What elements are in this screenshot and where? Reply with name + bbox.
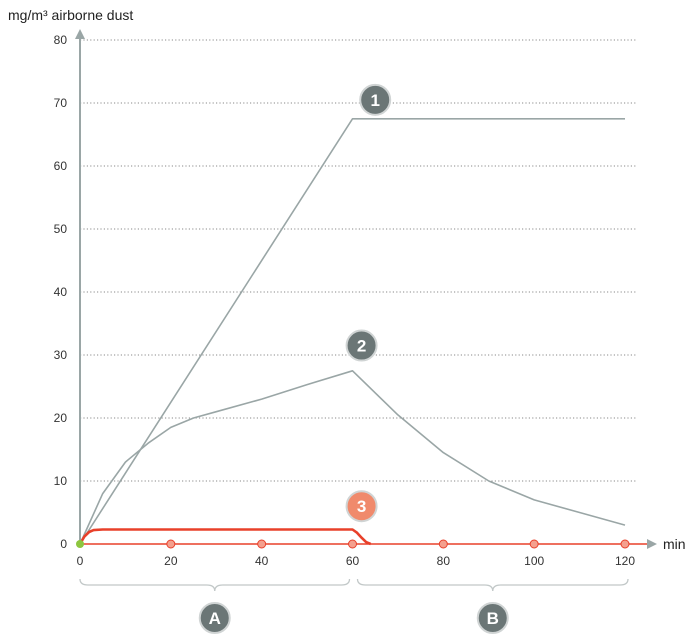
x-tick-label: 100: [524, 554, 544, 568]
y-tick-label: 40: [54, 285, 68, 299]
phase-badge-B: [476, 602, 509, 634]
x-marker: [257, 539, 267, 549]
x-tick-label: 20: [164, 554, 178, 568]
x-tick-label: 40: [255, 554, 269, 568]
x-tick-label: 120: [615, 554, 635, 568]
series-line-3: [78, 528, 372, 546]
x-tick-label: 0: [77, 554, 84, 568]
series-badge-2: [345, 329, 378, 362]
phase-bracket: [356, 578, 629, 592]
x-marker: [438, 539, 448, 549]
origin-marker: [76, 540, 84, 548]
series-line-2: [79, 369, 626, 545]
series-badge-1: [359, 83, 392, 116]
x-marker: [166, 539, 176, 549]
x-tick-labels: 0 20 40 60 80 100 120: [77, 554, 636, 568]
x-axis-title: min: [663, 536, 686, 552]
series-badge-label: 1: [370, 91, 379, 110]
x-markers: [76, 539, 630, 549]
x-tick-label: 80: [437, 554, 451, 568]
x-marker: [529, 539, 539, 549]
y-tick-label: 50: [54, 222, 68, 236]
series-badge-label: 2: [357, 337, 366, 356]
y-tick-label: 80: [54, 33, 68, 47]
series-lines: [78, 118, 626, 546]
x-tick-label: 60: [346, 554, 360, 568]
y-tick-label: 70: [54, 96, 68, 110]
grid-lines: [80, 39, 636, 482]
phase-badge-A: [198, 602, 231, 634]
series-badge-3: [345, 490, 378, 523]
y-axis-title: mg/m³ airborne dust: [8, 7, 133, 23]
series-badge-label: 3: [357, 497, 366, 516]
y-tick-label: 60: [54, 159, 68, 173]
y-tick-labels: 0 10 20 30 40 50 60 70 80: [54, 33, 68, 551]
phase-bracket: [79, 578, 351, 592]
y-tick-label: 0: [60, 537, 67, 551]
series-badges: 1 2 3: [345, 83, 392, 523]
x-marker: [620, 539, 630, 549]
y-tick-label: 10: [54, 474, 68, 488]
x-marker: [348, 539, 357, 549]
phase-label: A: [209, 609, 221, 628]
series-line-1: [79, 118, 625, 545]
y-tick-label: 20: [54, 411, 68, 425]
phase-label: B: [487, 609, 499, 628]
y-tick-label: 30: [54, 348, 68, 362]
